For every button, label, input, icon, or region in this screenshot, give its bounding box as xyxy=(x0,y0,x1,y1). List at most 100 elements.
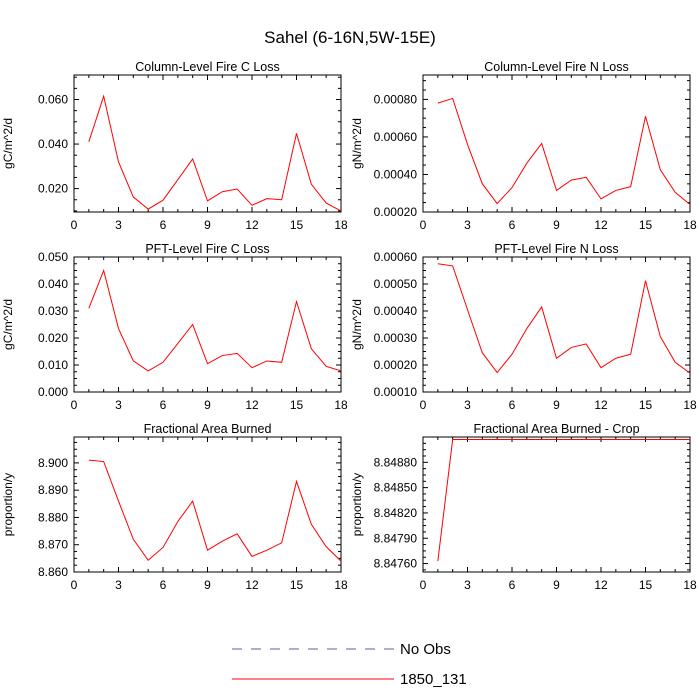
chart-title: Column-Level Fire N Loss xyxy=(484,60,629,74)
chart-panel-5: 0 3 6 9 12 15 18 8.860 8.870 8.880 8.890 8.900 Fract… xyxy=(1,422,348,592)
series-line-1850-131 xyxy=(88,459,341,562)
plot-frame xyxy=(73,256,342,393)
chart-panel-4: 0 3 6 9 12 15 18 0.00010 0.00020 0.00030 0.00040 0.… xyxy=(350,242,697,412)
y-tick-label: 0.00040 xyxy=(374,167,418,181)
y-axis-label: gN/m^2/d xyxy=(350,299,364,350)
x-tick-label: 15 xyxy=(639,578,653,592)
y-tick-label: 0.00030 xyxy=(374,331,418,345)
x-tick-label: 0 xyxy=(420,578,427,592)
x-tick-label: 9 xyxy=(553,578,560,592)
y-axis-label: proportion/y xyxy=(1,473,15,536)
x-tick-label: 12 xyxy=(245,218,259,232)
chart-panel-1: 0 3 6 9 12 15 18 0.020 0.040 0.060 Column-Level Fi… xyxy=(1,60,348,232)
y-axis-label: gC/m^2/d xyxy=(1,299,15,350)
y-tick-label: 8.860 xyxy=(38,565,68,579)
x-tick-label: 0 xyxy=(420,218,427,232)
y-tick-label: 0.050 xyxy=(38,250,68,264)
legend: No Obs 1850_131 xyxy=(232,641,467,688)
chart-title: PFT-Level Fire N Loss xyxy=(494,242,618,256)
y-tick-label: 0.000 xyxy=(38,385,68,399)
y-tick-label: 8.84880 xyxy=(374,455,418,469)
y-tick-label: 0.00060 xyxy=(374,250,418,264)
y-tick-label: 0.060 xyxy=(38,93,68,107)
x-tick-label: 12 xyxy=(594,398,608,412)
x-tick-label: 18 xyxy=(334,398,348,412)
x-tick-label: 15 xyxy=(639,398,653,412)
y-tick-label: 0.00080 xyxy=(374,92,418,106)
y-tick-label: 0.020 xyxy=(38,331,68,345)
x-tick-label: 6 xyxy=(509,578,516,592)
x-tick-label: 15 xyxy=(290,398,304,412)
chart-title: Column-Level Fire C Loss xyxy=(135,60,280,74)
series-line-1850-131 xyxy=(88,268,341,372)
chart-panel-6: 0 3 6 9 12 15 18 8.84760 8.84790 8.84820 8.84850 8.… xyxy=(350,422,697,592)
chart-panel-2: 0 3 6 9 12 15 18 0.00020 0.00040 0.00060 0.00080 Co… xyxy=(350,60,697,232)
series-line-1850-131 xyxy=(437,439,690,562)
y-tick-label: 8.84760 xyxy=(374,557,418,571)
y-axis-label: gN/m^2/d xyxy=(350,118,364,169)
plot-frame xyxy=(422,436,691,573)
x-tick-label: 9 xyxy=(204,218,211,232)
x-tick-label: 3 xyxy=(464,218,471,232)
y-tick-label: 0.00020 xyxy=(374,358,418,372)
x-tick-label: 9 xyxy=(204,398,211,412)
figure-title: Sahel (6-16N,5W-15E) xyxy=(264,28,436,47)
x-tick-label: 0 xyxy=(71,398,78,412)
series-line-1850-131 xyxy=(88,94,341,212)
plot-frame xyxy=(73,436,342,573)
y-tick-label: 8.900 xyxy=(38,456,68,470)
x-tick-label: 0 xyxy=(420,398,427,412)
series-line-1850-131 xyxy=(437,97,690,205)
y-tick-label: 0.030 xyxy=(38,304,68,318)
chart-title: Fractional Area Burned - Crop xyxy=(473,422,639,436)
y-tick-label: 8.870 xyxy=(38,538,68,552)
x-tick-label: 12 xyxy=(245,398,259,412)
x-tick-label: 6 xyxy=(160,218,167,232)
x-tick-label: 9 xyxy=(204,578,211,592)
y-tick-label: 0.00020 xyxy=(374,205,418,219)
legend-1850-131-label: 1850_131 xyxy=(400,671,467,688)
x-tick-label: 0 xyxy=(71,578,78,592)
x-tick-label: 3 xyxy=(464,578,471,592)
chart-title: Fractional Area Burned xyxy=(144,422,272,436)
chart-title: PFT-Level Fire C Loss xyxy=(145,242,269,256)
y-axis-label: proportion/y xyxy=(350,473,364,536)
x-tick-label: 3 xyxy=(464,398,471,412)
y-tick-label: 8.890 xyxy=(38,483,68,497)
x-tick-label: 15 xyxy=(639,218,653,232)
x-tick-label: 18 xyxy=(683,218,697,232)
x-tick-label: 3 xyxy=(115,398,122,412)
x-tick-label: 12 xyxy=(594,578,608,592)
y-axis-label: gC/m^2/d xyxy=(1,118,15,169)
y-tick-label: 8.84820 xyxy=(374,506,418,520)
plot-frame xyxy=(422,74,691,213)
x-tick-label: 9 xyxy=(553,218,560,232)
x-tick-label: 12 xyxy=(594,218,608,232)
x-tick-label: 18 xyxy=(334,578,348,592)
x-tick-label: 15 xyxy=(290,578,304,592)
y-tick-label: 0.00010 xyxy=(374,385,418,399)
y-tick-label: 0.00060 xyxy=(374,130,418,144)
x-tick-label: 3 xyxy=(115,218,122,232)
y-tick-label: 0.00040 xyxy=(374,304,418,318)
y-tick-label: 0.00050 xyxy=(374,277,418,291)
x-tick-label: 15 xyxy=(290,218,304,232)
x-tick-label: 18 xyxy=(683,578,697,592)
x-tick-label: 3 xyxy=(115,578,122,592)
x-tick-label: 6 xyxy=(509,218,516,232)
y-tick-label: 8.84790 xyxy=(374,531,418,545)
x-tick-label: 6 xyxy=(160,578,167,592)
y-tick-label: 0.040 xyxy=(38,137,68,151)
x-tick-label: 0 xyxy=(71,218,78,232)
x-tick-label: 18 xyxy=(683,398,697,412)
plot-frame xyxy=(422,256,691,393)
y-tick-label: 0.010 xyxy=(38,358,68,372)
y-tick-label: 0.040 xyxy=(38,277,68,291)
y-tick-label: 8.84850 xyxy=(374,481,418,495)
legend-no-obs-label: No Obs xyxy=(400,641,451,658)
series-line-1850-131 xyxy=(437,263,690,374)
y-tick-label: 0.020 xyxy=(38,182,68,196)
x-tick-label: 6 xyxy=(509,398,516,412)
x-tick-label: 9 xyxy=(553,398,560,412)
